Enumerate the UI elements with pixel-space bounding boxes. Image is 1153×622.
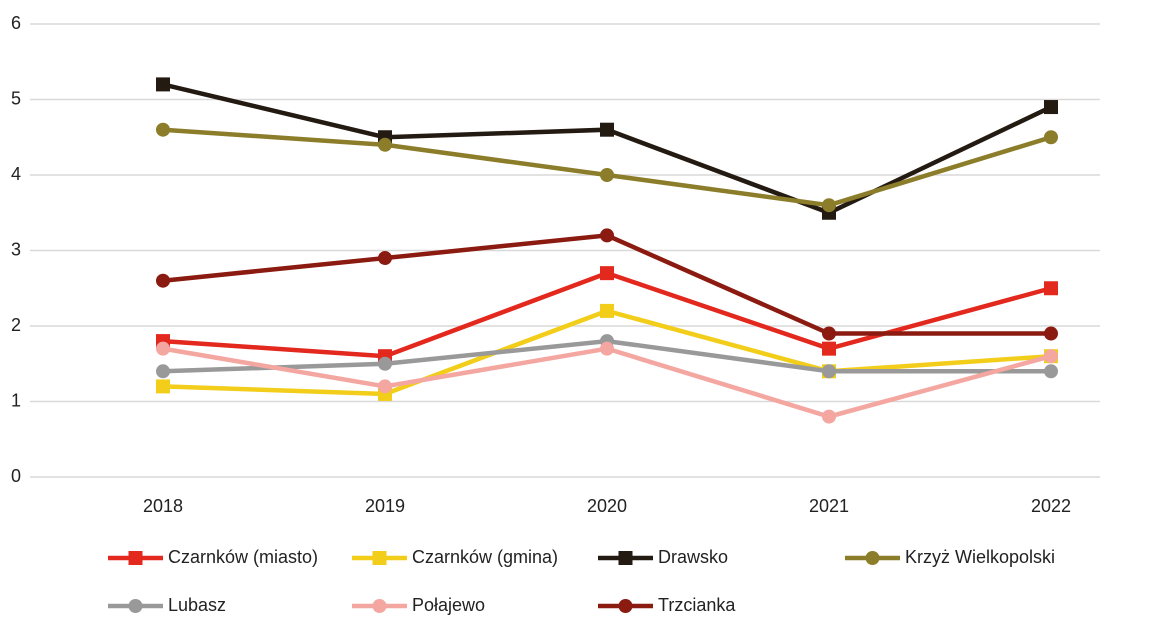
marker [1044,100,1058,115]
marker [1044,281,1058,296]
y-tick-label: 5 [11,88,21,108]
y-tick-label: 2 [11,315,21,335]
marker [600,303,614,318]
legend-label: Czarnków (miasto) [168,547,318,567]
legend-marker [128,599,143,613]
marker [822,364,836,379]
marker [378,356,392,371]
marker [600,122,614,137]
legend-label: Czarnków (gmina) [412,547,558,567]
legend-label: Trzcianka [658,595,736,615]
y-tick-label: 1 [11,390,21,410]
x-tick-label: 2020 [587,496,627,516]
legend-marker [128,551,143,565]
marker [822,341,836,356]
marker [378,137,392,152]
x-tick-label: 2021 [809,496,849,516]
legend-label: Połajewo [412,595,485,615]
marker [156,364,170,379]
series-line [162,346,1052,419]
marker [822,198,836,213]
marker [378,379,392,394]
marker [600,341,614,356]
marker [822,409,836,424]
marker [600,168,614,182]
marker [156,379,170,394]
x-tick-label: 2018 [143,496,183,516]
legend-marker [618,599,633,613]
legend-label: Lubasz [168,595,226,615]
legend-marker [372,551,387,565]
legend-marker [372,599,387,613]
x-tick-label: 2019 [365,496,405,516]
marker [156,273,170,288]
y-tick-label: 6 [11,13,21,33]
marker [600,266,614,281]
y-tick-label: 3 [11,239,21,259]
legend-label: Krzyż Wielkopolski [905,547,1055,567]
marker [1044,130,1058,145]
marker [1044,326,1058,341]
marker [156,341,170,356]
marker [378,251,392,266]
legend-marker [865,551,880,565]
series-line [162,82,1052,216]
y-tick-label: 0 [11,466,21,486]
series-line [162,127,1052,208]
legend-label: Drawsko [658,547,728,567]
marker [822,326,836,341]
marker [156,77,170,92]
marker [600,228,614,243]
marker [1044,364,1058,379]
marker [156,122,170,137]
y-tick-label: 4 [11,164,21,184]
marker [1044,349,1058,364]
legend-marker [618,551,633,565]
x-tick-label: 2022 [1031,496,1071,516]
